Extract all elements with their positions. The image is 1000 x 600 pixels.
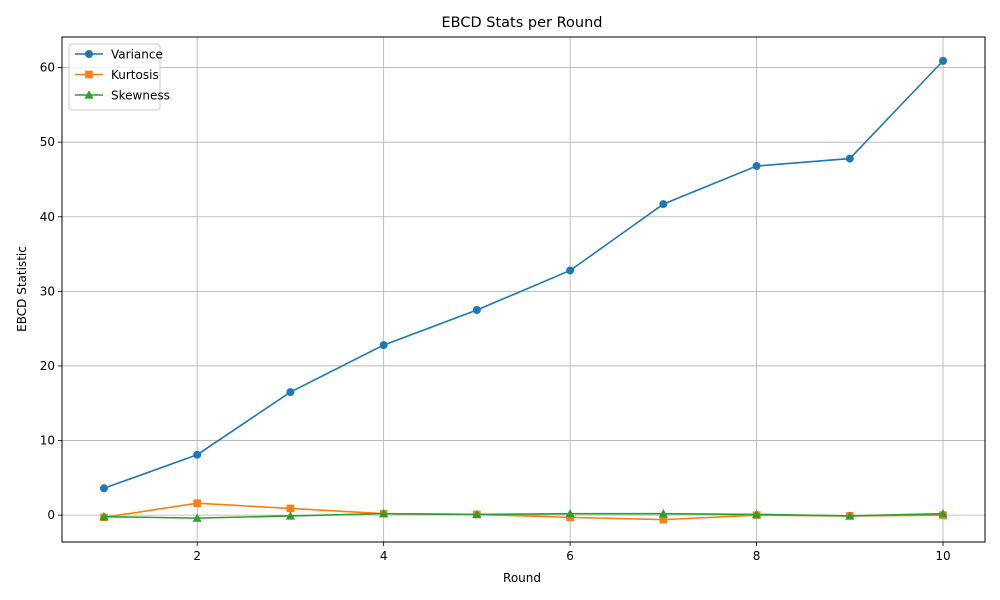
skewness-point xyxy=(751,509,762,519)
skewness-point xyxy=(285,511,296,520)
variance-point xyxy=(472,306,481,315)
skewness-point xyxy=(472,509,482,519)
legend: Variance Kurtosis Skewness xyxy=(68,43,170,111)
variance-point xyxy=(845,154,854,163)
series-layer xyxy=(99,56,948,524)
y-tick-label: 60 xyxy=(40,61,55,75)
skewness-point xyxy=(379,509,389,518)
ticks: 2 4 6 8 10 0 10 20 30 40 50 60 xyxy=(40,61,951,563)
legend-item-kurtosis: Kurtosis xyxy=(75,68,159,82)
y-tick-label: 10 xyxy=(40,434,55,448)
series-variance xyxy=(99,56,948,493)
variance-point xyxy=(286,388,295,397)
x-tick-label: 2 xyxy=(193,549,201,563)
legend-item-skewness: Skewness xyxy=(75,89,170,103)
kurtosis-point xyxy=(286,504,295,513)
skewness-line xyxy=(103,512,944,519)
variance-point xyxy=(566,266,575,275)
y-tick-label: 20 xyxy=(40,359,55,373)
y-tick-label: 30 xyxy=(40,284,55,298)
x-tick-label: 4 xyxy=(380,549,388,563)
variance-point xyxy=(939,56,948,65)
legend-marker xyxy=(85,50,93,58)
legend-marker xyxy=(85,70,93,79)
skewness-point xyxy=(938,509,948,518)
x-tick-label: 6 xyxy=(566,549,574,563)
skewness-point xyxy=(192,513,202,522)
skewness-point xyxy=(565,509,575,518)
y-tick-label: 40 xyxy=(40,210,55,224)
skewness-point xyxy=(658,509,668,518)
x-tick-label: 8 xyxy=(753,549,761,563)
variance-point xyxy=(99,484,108,493)
legend-item-variance: Variance xyxy=(75,48,163,62)
plot-frame xyxy=(61,36,986,543)
variance-point xyxy=(659,200,668,209)
variance-point xyxy=(752,162,761,171)
y-tick-label: 0 xyxy=(47,508,55,522)
kurtosis-point xyxy=(566,513,574,522)
series-kurtosis xyxy=(100,499,947,524)
x-axis-title: Round xyxy=(503,571,541,585)
kurtosis-point xyxy=(193,499,201,508)
skewness-point xyxy=(845,511,855,520)
chart-title: EBCD Stats per Round xyxy=(442,15,603,31)
legend-box xyxy=(68,43,161,111)
skewness-point xyxy=(99,512,109,521)
kurtosis-point xyxy=(659,515,668,524)
y-tick-label: 50 xyxy=(40,135,55,149)
variance-point xyxy=(193,450,202,459)
variance-point xyxy=(379,341,388,350)
variance-line xyxy=(103,60,944,490)
series-skewness xyxy=(99,509,948,522)
legend-marker xyxy=(84,90,94,99)
legend-label: Kurtosis xyxy=(111,68,159,82)
y-axis-title: EBCD Statistic xyxy=(15,246,29,332)
legend-label: Skewness xyxy=(111,89,170,103)
x-tick-label: 10 xyxy=(935,549,950,563)
legend-label: Variance xyxy=(111,48,163,62)
